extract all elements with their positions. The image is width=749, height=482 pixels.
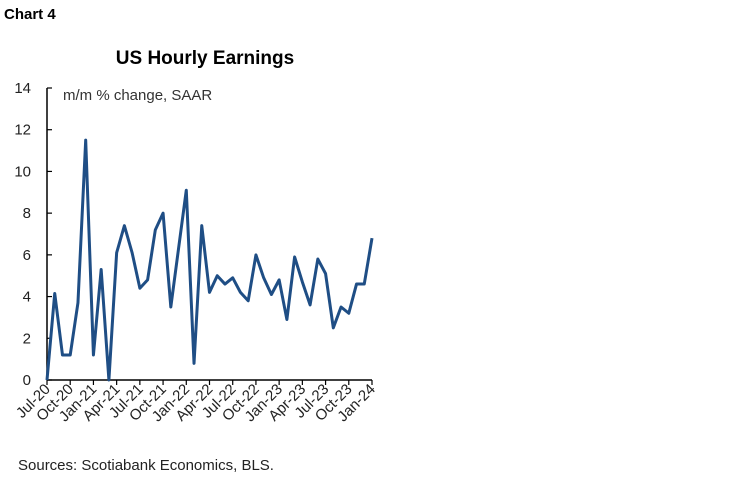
y-tick-label: 0 (23, 372, 31, 389)
y-tick-label: 6 (23, 247, 31, 264)
chart-subtitle: m/m % change, SAAR (63, 87, 212, 104)
y-tick-label: 2 (23, 330, 31, 347)
source-note: Sources: Scotiabank Economics, BLS. (18, 457, 274, 474)
y-tick-label: 8 (23, 205, 31, 222)
chart-number-label: Chart 4 (4, 6, 56, 23)
chart-title: US Hourly Earnings (115, 48, 295, 69)
y-tick-label: 10 (14, 163, 31, 180)
y-tick-label: 14 (14, 80, 31, 97)
y-tick-label: 12 (14, 122, 31, 139)
y-tick-label: 4 (23, 289, 31, 306)
series-line (45, 138, 374, 382)
